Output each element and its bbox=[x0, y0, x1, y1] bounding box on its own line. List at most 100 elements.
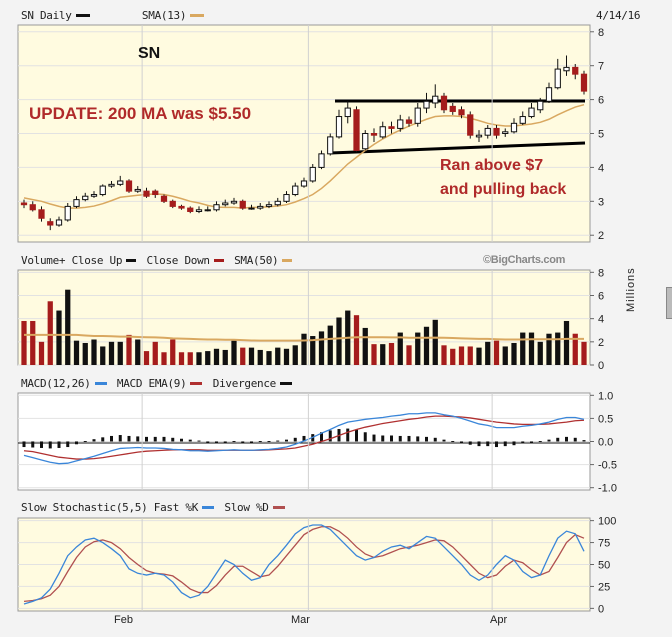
y-tick-label: 6 bbox=[598, 95, 604, 107]
volume-bar bbox=[126, 334, 132, 365]
divergence-bar bbox=[258, 441, 262, 443]
sma50-swatch bbox=[282, 258, 293, 262]
volume-bar bbox=[415, 332, 421, 365]
candle-body bbox=[90, 194, 98, 197]
candle-body bbox=[397, 119, 404, 129]
volume-bar bbox=[388, 342, 395, 365]
fast-k-swatch bbox=[202, 505, 215, 509]
sma50-label: SMA(50) bbox=[234, 254, 279, 267]
divergence-bar bbox=[416, 436, 420, 442]
divergence-bar bbox=[468, 441, 472, 445]
candle-body bbox=[414, 107, 421, 124]
scroll-handle[interactable] bbox=[666, 287, 672, 319]
candle-body bbox=[99, 185, 106, 196]
divergence-bar bbox=[267, 441, 271, 443]
divergence-bar bbox=[565, 436, 568, 442]
candle-body bbox=[467, 114, 474, 136]
candle-body bbox=[213, 204, 220, 211]
volume-bar bbox=[135, 339, 141, 365]
divergence-bar bbox=[101, 437, 105, 442]
y-tick-label: 3 bbox=[598, 196, 604, 208]
volume-bar bbox=[30, 320, 36, 365]
price-legend: SN Daily SMA(13) bbox=[21, 9, 208, 22]
divergence-bar bbox=[460, 441, 463, 443]
y-tick-label: -1.0 bbox=[598, 483, 617, 495]
sma50-line bbox=[24, 333, 584, 342]
volume-bar bbox=[292, 345, 298, 365]
macd-ema-line bbox=[23, 415, 585, 460]
close-down-swatch bbox=[213, 258, 224, 262]
macd-line bbox=[23, 412, 585, 465]
divergence-bar bbox=[355, 429, 358, 442]
volume-bar bbox=[476, 347, 482, 365]
macd-swatch bbox=[94, 381, 107, 385]
divergence-bar bbox=[118, 435, 122, 442]
y-tick-label: 25 bbox=[598, 581, 610, 593]
candle-body bbox=[143, 190, 150, 197]
sma13-swatch bbox=[190, 13, 205, 17]
candle-body bbox=[169, 200, 176, 207]
volume-bar bbox=[100, 346, 106, 365]
volume-bar bbox=[353, 315, 360, 365]
volume-bar bbox=[555, 332, 561, 365]
candle-body bbox=[248, 207, 255, 210]
candle-body bbox=[47, 221, 54, 226]
volume-bar bbox=[423, 326, 430, 365]
volume-bar bbox=[528, 332, 535, 365]
candle-body bbox=[502, 131, 509, 134]
candle-body bbox=[292, 185, 299, 196]
y-tick-label: 2 bbox=[598, 337, 604, 349]
divergence-bar bbox=[197, 440, 201, 442]
volume-bar bbox=[546, 333, 552, 365]
slow-d-line bbox=[23, 526, 585, 602]
candle-body bbox=[239, 200, 246, 209]
divergence-bar bbox=[276, 440, 280, 442]
volume-bar bbox=[231, 340, 237, 365]
divergence-bar bbox=[390, 435, 393, 442]
volume-bar bbox=[301, 333, 307, 365]
candle-body bbox=[493, 127, 500, 136]
volume-bar bbox=[362, 327, 368, 365]
volume-bar bbox=[502, 346, 508, 365]
stochastic-title: Slow Stochastic(5,5) bbox=[21, 501, 148, 514]
divergence-bar bbox=[127, 435, 131, 442]
divergence-bar bbox=[188, 439, 192, 442]
volume-bar bbox=[511, 342, 517, 365]
divergence-bar bbox=[495, 441, 498, 448]
y-tick-label: 6 bbox=[598, 290, 604, 302]
candle-body bbox=[257, 205, 264, 209]
y-tick-label: 1.0 bbox=[598, 390, 613, 402]
divergence-bar bbox=[232, 441, 236, 443]
close-up-label: Close Up bbox=[71, 254, 123, 267]
candle-body bbox=[475, 134, 483, 138]
divergence-bar bbox=[521, 441, 525, 444]
divergence-bar bbox=[398, 435, 402, 442]
volume-bar bbox=[371, 344, 377, 365]
y-tick-label: 8 bbox=[598, 27, 604, 39]
sma13-label: SMA(13) bbox=[141, 9, 187, 22]
y-tick-label: 0.5 bbox=[598, 413, 613, 425]
volume-bar bbox=[520, 332, 526, 365]
divergence-bar bbox=[433, 437, 437, 442]
candle-body bbox=[152, 190, 159, 196]
volume-bar bbox=[196, 352, 202, 365]
candle-body bbox=[309, 166, 316, 182]
candle-body bbox=[265, 204, 273, 207]
volume-bar bbox=[222, 349, 228, 365]
candle-body bbox=[327, 136, 334, 155]
note-annotation-line1: Ran above $7 bbox=[440, 157, 544, 174]
divergence-bar bbox=[346, 428, 350, 442]
candle-body bbox=[362, 133, 369, 150]
candle-body bbox=[379, 126, 386, 138]
divergence-bar bbox=[582, 440, 586, 442]
candle-body bbox=[55, 219, 63, 226]
slow-d-swatch bbox=[272, 505, 285, 509]
price-swatch bbox=[75, 13, 90, 17]
macd-ema-swatch bbox=[190, 381, 203, 385]
divergence-bar bbox=[110, 435, 113, 442]
divergence-bar bbox=[556, 437, 560, 442]
ticker-annotation: SN bbox=[138, 45, 161, 62]
y-tick-label: 100 bbox=[598, 516, 616, 528]
volume-bar bbox=[310, 336, 316, 365]
y-tick-label: 0 bbox=[598, 603, 604, 615]
